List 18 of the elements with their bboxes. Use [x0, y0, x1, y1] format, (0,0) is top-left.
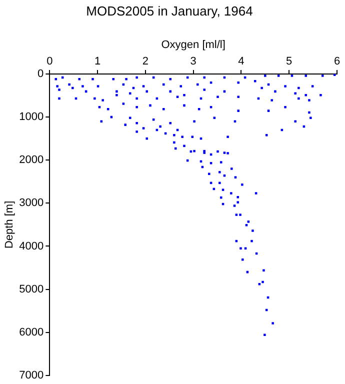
- y-tick-label: 4000: [19, 240, 44, 252]
- y-tick-label: 3000: [19, 197, 44, 210]
- y-tick-label: 1000: [19, 111, 44, 124]
- x-tick-label: 0: [46, 55, 53, 68]
- x-tick-label: 5: [286, 55, 292, 68]
- y-axis-title: Depth [m]: [4, 200, 16, 249]
- y-tick-label: 0: [38, 68, 44, 80]
- chart-title: MODS2005 in January, 1964: [86, 3, 253, 18]
- y-tick-label: 7000: [19, 369, 44, 382]
- x-tick-label: 1: [94, 55, 101, 68]
- x-tick-label: 3: [190, 55, 196, 68]
- y-tick-label: 6000: [19, 326, 44, 338]
- x-axis-title: Oxygen [ml/l]: [161, 39, 226, 52]
- x-tick-label: 6: [334, 55, 340, 68]
- y-tick-label: 2000: [19, 154, 44, 166]
- x-tick-label: 4: [238, 55, 244, 68]
- y-tick-label: 5000: [19, 283, 44, 296]
- x-tick-label: 2: [142, 55, 149, 68]
